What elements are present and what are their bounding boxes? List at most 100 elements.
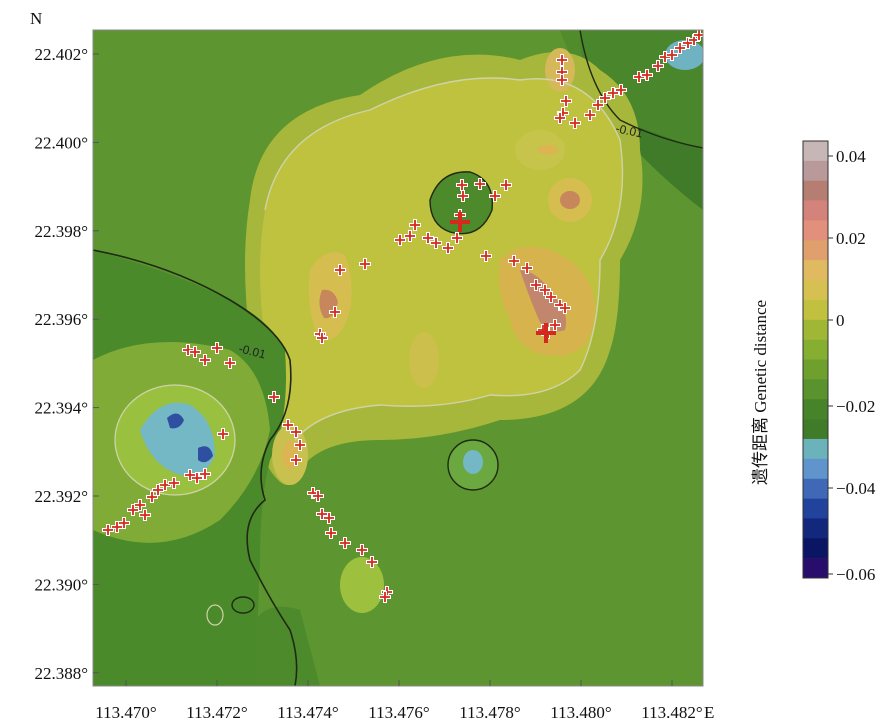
legend: 0.04 0.02 0 −0.02 −0.04 −0.06 遗传距离 Genetic di… [751, 140, 876, 584]
legend-swatch [803, 200, 828, 221]
south-dark-zone [255, 606, 320, 686]
y-tick-label: 22.394° [34, 399, 88, 418]
map-panel: -0.01 -0.01 [93, 30, 703, 686]
south-small-island [340, 557, 384, 613]
y-tick-label: 22.390° [34, 575, 88, 594]
legend-swatch [803, 240, 828, 261]
sample-marker [693, 30, 703, 41]
y-tick-label: 22.396° [34, 310, 88, 329]
contour-label-west: -0.01 [237, 341, 267, 361]
sample-marker [111, 521, 123, 533]
sample-marker [394, 234, 406, 246]
east-warm-core [560, 191, 580, 209]
sample-marker [224, 357, 236, 369]
sample-marker [325, 527, 337, 539]
legend-swatch [803, 339, 828, 360]
x-tick-label: 113.474° [277, 703, 338, 722]
sample-marker [549, 319, 561, 331]
sample-marker [189, 346, 201, 358]
sample-marker [356, 544, 368, 556]
sample-marker [118, 517, 130, 529]
sample-marker [146, 491, 158, 503]
sample-marker [652, 60, 664, 72]
sample-marker [294, 439, 306, 451]
legend-swatch [803, 359, 828, 380]
sample-marker [290, 426, 302, 438]
legend-swatch [803, 141, 828, 162]
sample-marker [127, 504, 139, 516]
sample-marker [559, 302, 571, 314]
contour-line-light-zone [264, 77, 624, 441]
legend-labels: 0.04 0.02 0 −0.02 −0.04 −0.06 [828, 147, 876, 584]
contour-label-northeast: -0.01 [614, 121, 644, 140]
legend-swatch [803, 319, 828, 340]
contour-line-west-halo [114, 384, 236, 496]
legend-swatch [803, 180, 828, 201]
sample-marker [615, 84, 627, 96]
sample-marker [451, 232, 463, 244]
legend-label: −0.06 [836, 565, 875, 584]
cool-island-core [463, 450, 483, 474]
x-tick-label: 113.476° [368, 703, 429, 722]
sample-marker [530, 279, 542, 291]
sample-marker [152, 484, 164, 496]
latitude-axis: 22.402° 22.400° 22.398° 22.396° 22.394° 22.39… [34, 45, 99, 683]
sample-marker [560, 95, 572, 107]
sample-marker [102, 524, 114, 536]
sample-marker [359, 258, 371, 270]
legend-swatch [803, 498, 828, 519]
central-warm-island [409, 332, 439, 388]
sample-marker [592, 99, 604, 111]
sample-marker [599, 92, 611, 104]
sample-marker [521, 262, 533, 274]
legend-swatch [803, 438, 828, 460]
sample-marker [334, 264, 346, 276]
legend-swatch [803, 538, 828, 559]
sample-marker [456, 179, 468, 191]
map-frame [92, 29, 704, 687]
legend-title: 遗传距离 Genetic distance [751, 300, 770, 485]
sample-marker-large [536, 323, 556, 343]
y-tick-label: 22.398° [34, 222, 88, 241]
sample-marker [489, 190, 501, 202]
sample-marker [404, 230, 416, 242]
y-tick-label: 22.400° [34, 133, 88, 152]
legend-swatch [803, 299, 828, 321]
sample-marker [290, 454, 302, 466]
contour-line-northeast [579, 30, 703, 149]
sample-marker [191, 472, 203, 484]
sample-marker [607, 87, 619, 99]
sample-marker [584, 109, 596, 121]
legend-label: −0.02 [836, 397, 875, 416]
legend-label: 0.02 [836, 229, 866, 248]
sample-marker [199, 468, 211, 480]
legend-label: 0.04 [836, 147, 866, 166]
sample-marker [556, 54, 568, 66]
x-tick-label: 113.478° [459, 703, 520, 722]
sample-marker [545, 291, 557, 303]
legend-swatch [803, 419, 828, 440]
sample-marker [217, 428, 229, 440]
west-deep-zone-1 [167, 413, 184, 429]
legend-swatch [803, 220, 828, 241]
legend-swatch [803, 260, 828, 281]
y-tick-label: 22.392° [34, 487, 88, 506]
legend-swatch [803, 478, 828, 499]
x-tick-label: 113.480° [550, 703, 611, 722]
sample-marker [556, 74, 568, 86]
east-label: E [704, 703, 714, 722]
north-island-dark [430, 171, 493, 234]
sample-marker [282, 419, 294, 431]
contour-line-north-island [429, 171, 494, 235]
sample-marker [500, 179, 512, 191]
contour-line-south-ring-small [206, 604, 224, 626]
y-tick-label: 22.388° [34, 664, 88, 683]
sample-marker [641, 69, 653, 81]
longitude-axis: 113.470° 113.472° 113.474° 113.476° 113.478°… [95, 680, 703, 722]
sample-marker [339, 537, 351, 549]
northeast-warm-core [538, 145, 558, 155]
legend-swatch [803, 379, 828, 400]
legend-swatch [803, 458, 828, 479]
sample-marker [184, 469, 196, 481]
